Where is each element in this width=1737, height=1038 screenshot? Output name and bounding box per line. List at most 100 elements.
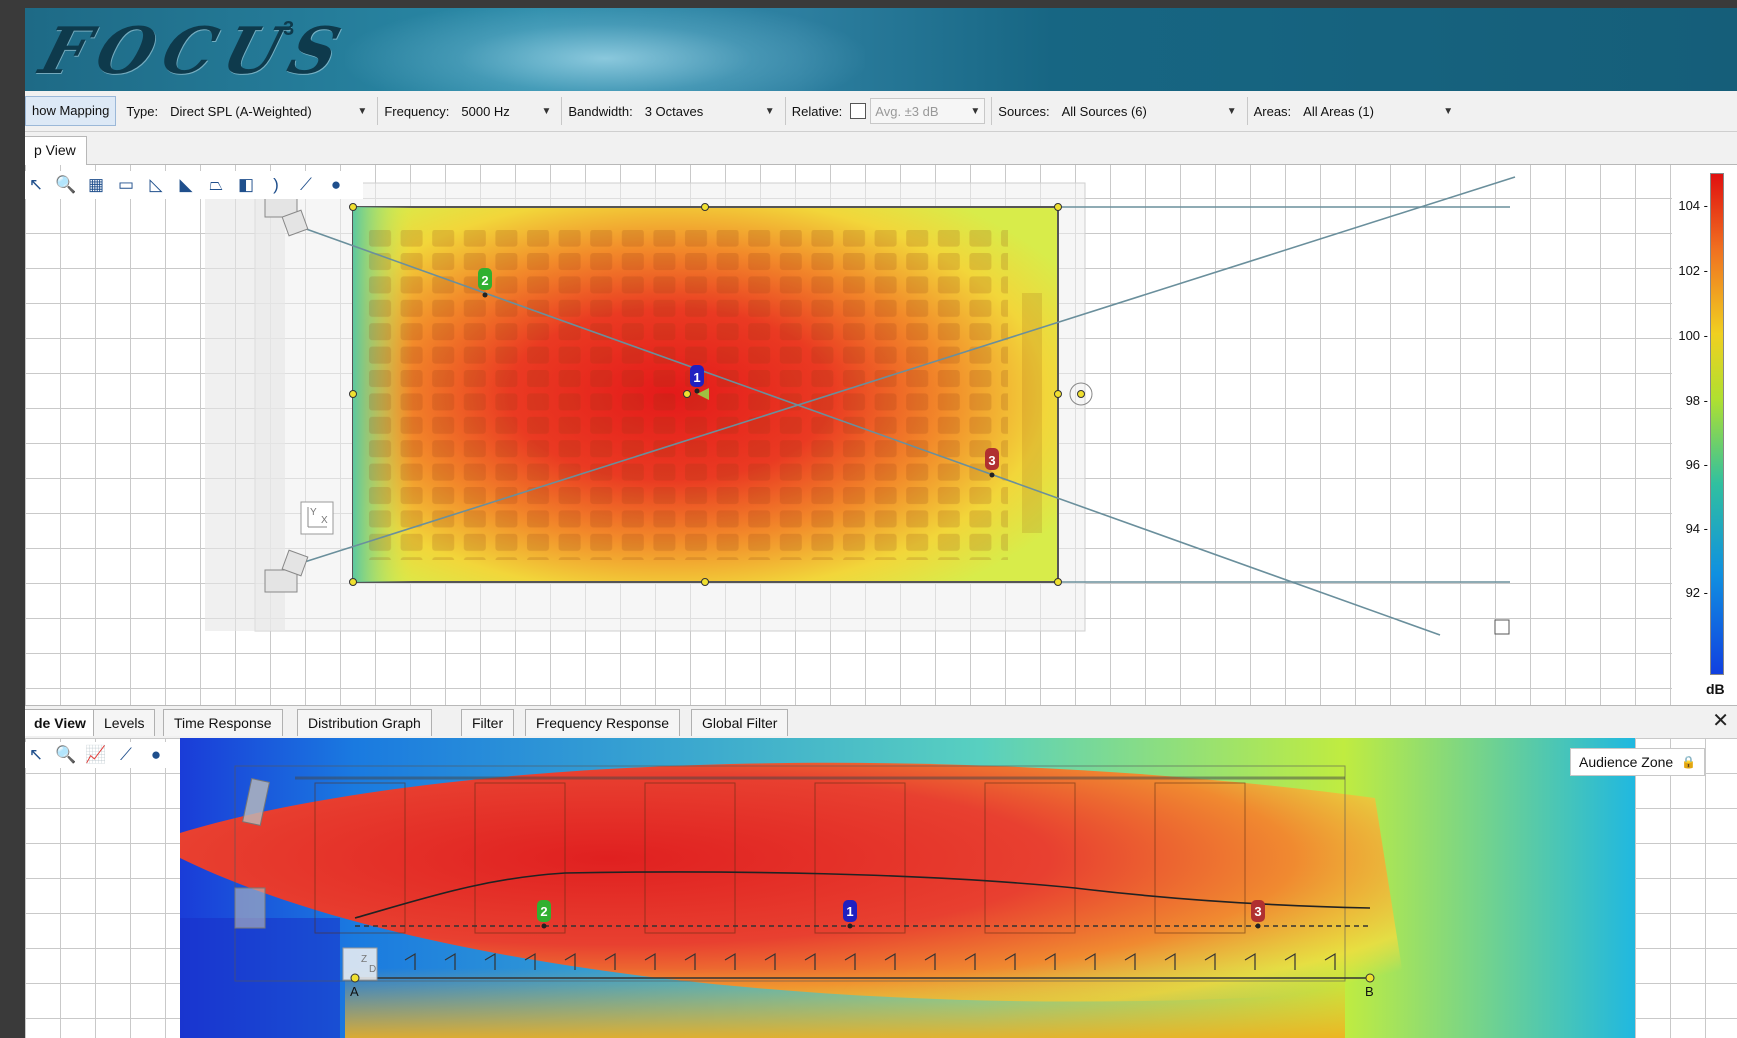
side-view-canvas[interactable]: Z D A B 2 1 3 ↖ (25, 738, 1737, 1038)
tab-map-view[interactable]: p View (25, 136, 87, 165)
microphone-icon[interactable]: ● (150, 745, 162, 764)
tab-distribution-graph[interactable]: Distribution Graph (297, 709, 432, 736)
chart-icon[interactable]: 📈 (85, 745, 107, 764)
lock-icon[interactable]: 🔒 (1681, 755, 1697, 769)
side-marker-2[interactable]: 2 (537, 900, 551, 929)
plan-toolbar: ↖ 🔍 ▦ ▭ ◺ ◣ ⏢ ◧ ) ⟋ ● (25, 171, 363, 199)
close-icon[interactable]: ✕ (1712, 710, 1729, 732)
colorbar-tick-104: 104 - (1678, 198, 1708, 213)
areas-select[interactable]: All Areas (1) ▼ (1299, 99, 1457, 123)
curved-shape-icon[interactable]: ◣ (179, 175, 193, 194)
relative-label: Relative: (791, 103, 843, 119)
relative-range-select[interactable]: Avg. ±3 dB ▼ (870, 98, 986, 124)
microphone-icon[interactable]: ● (330, 175, 342, 194)
bandwidth-select[interactable]: 3 Octaves ▼ (641, 99, 779, 123)
areas-label: Areas: (1253, 103, 1292, 119)
svg-text:2: 2 (540, 904, 547, 919)
tab-levels[interactable]: Levels (93, 709, 156, 736)
colorbar-tick-94: 94 - (1685, 521, 1708, 536)
side-axis-gizmo (342, 947, 378, 981)
blue-lower-region (180, 918, 340, 1038)
chevron-down-icon: ▼ (357, 105, 368, 117)
audience-zone-selector[interactable]: Audience Zone 🔒 (1570, 748, 1706, 776)
colorbar-tick-92: 92 - (1685, 585, 1708, 600)
side-marker-1[interactable]: 1 (843, 900, 857, 929)
expand-icon (1494, 619, 1510, 635)
bandwidth-value: 3 Octaves (644, 103, 704, 119)
view-tabbar: p View (25, 132, 1737, 165)
chevron-down-icon: ▼ (970, 105, 981, 117)
marker-1[interactable]: 1 (690, 365, 704, 394)
speaker-bottom (264, 549, 309, 593)
mapping-toolbar: how Mapping Type: Direct SPL (A-Weighted… (25, 91, 1737, 132)
colorbar-unit: dB (1706, 681, 1725, 697)
areas-value: All Areas (1) (1303, 103, 1374, 119)
header-banner: FOCUS 3 (25, 8, 1737, 91)
chevron-down-icon: ▼ (1226, 105, 1237, 117)
tab-global-filter[interactable]: Global Filter (691, 709, 789, 736)
rotate-handle (1069, 382, 1093, 406)
frequency-select[interactable]: 5000 Hz ▼ (457, 99, 555, 123)
tab-filter[interactable]: Filter (461, 709, 515, 736)
relative-range-value: Avg. ±3 dB (875, 103, 939, 119)
colorbar-tick-98: 98 - (1685, 393, 1708, 408)
zoom-icon[interactable]: 🔍 (55, 175, 77, 194)
point-b-label: B (1365, 984, 1374, 999)
svg-text:1: 1 (693, 370, 700, 385)
quarter-shape-icon[interactable]: ◺ (149, 175, 163, 194)
bandwidth-group: Bandwidth: 3 Octaves ▼ (562, 97, 786, 125)
marker-2[interactable]: 2 (478, 268, 492, 298)
frequency-group: Frequency: 5000 Hz ▼ (378, 97, 563, 125)
svg-text:3: 3 (988, 453, 995, 468)
plan-view-canvas[interactable]: Y X 2 1 3 ↖ 🔍 ▦ ▭ (25, 165, 1672, 705)
svg-text:1: 1 (846, 904, 853, 919)
spl-beam (180, 762, 1405, 1002)
line-icon[interactable]: ⟋ (120, 745, 132, 764)
marker-3[interactable]: 3 (985, 448, 999, 478)
zoom-extents-icon[interactable]: ↖ (28, 175, 44, 194)
app-logo-version: 3 (283, 18, 295, 40)
side-drawing: Z D A B 2 1 3 (180, 738, 1635, 1038)
application-window: FOCUS 3 how Mapping Type: Direct SPL (A-… (25, 8, 1737, 1038)
side-seats (1022, 293, 1042, 533)
colorbar-tick-96: 96 - (1685, 457, 1708, 472)
chevron-down-icon: ▼ (1443, 105, 1454, 117)
half-shape-icon[interactable]: ◧ (237, 175, 255, 194)
side-view-toolbar: ↖ 🔍 📈 ⟋ ● (25, 742, 175, 768)
floor-glow (345, 968, 1345, 1038)
zoom-extents-icon[interactable]: ↖ (28, 745, 44, 764)
sources-label: Sources: (998, 103, 1050, 119)
type-group: Type: Direct SPL (A-Weighted) ▼ (120, 97, 379, 125)
type-select[interactable]: Direct SPL (A-Weighted) ▼ (166, 99, 371, 123)
banner-graphic (345, 8, 865, 91)
relative-checkbox[interactable] (850, 103, 867, 119)
tab-side-view[interactable]: de View (25, 709, 97, 736)
zoom-icon[interactable]: 🔍 (55, 745, 77, 764)
colorbar-tick-102: 102 - (1678, 263, 1708, 278)
line-array-speaker (242, 778, 270, 826)
ruler-icon[interactable]: ⟋ (300, 175, 312, 194)
colorbar-tick-100: 100 - (1678, 328, 1708, 343)
tab-frequency-response[interactable]: Frequency Response (525, 709, 681, 736)
rectangle-icon[interactable]: ▭ (117, 175, 135, 194)
side-marker-3[interactable]: 3 (1251, 900, 1265, 929)
frequency-label: Frequency: (384, 103, 450, 119)
relative-group: Relative: Avg. ±3 dB ▼ (786, 97, 993, 125)
sources-select[interactable]: All Sources (6) ▼ (1058, 99, 1241, 123)
spl-colorbar (1710, 173, 1724, 675)
axis-x-label: X (321, 515, 328, 526)
axis-gizmo (300, 501, 334, 535)
line-array-icon[interactable]: ) (273, 175, 279, 194)
point-a-label: A (350, 984, 359, 999)
grid-icon[interactable]: ▦ (87, 175, 105, 194)
trapezoid-icon[interactable]: ⏢ (209, 175, 223, 194)
tab-time-response[interactable]: Time Response (163, 709, 283, 736)
stage-area (205, 183, 285, 631)
audience-zone-label: Audience Zone (1579, 754, 1674, 770)
sources-value: All Sources (6) (1061, 103, 1147, 119)
show-mapping-button[interactable]: how Mapping (25, 96, 117, 126)
sub-speaker (234, 887, 266, 929)
sources-group: Sources: All Sources (6) ▼ (992, 97, 1248, 125)
analysis-tabbar: de View Levels Time Response Distributio… (25, 705, 1737, 739)
svg-text:2: 2 (481, 273, 488, 288)
